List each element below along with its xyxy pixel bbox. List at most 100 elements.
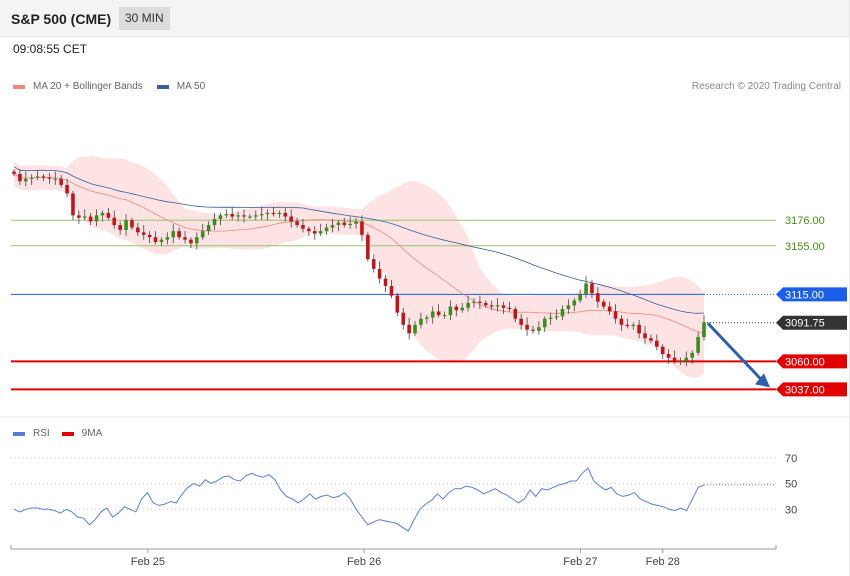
candle	[537, 327, 541, 331]
timeframe-button[interactable]: 30 MIN	[119, 7, 170, 30]
rsi-legend-swatch	[13, 431, 25, 436]
support-label: 3037.00	[785, 384, 825, 396]
candle	[147, 234, 152, 238]
candle	[348, 223, 352, 226]
candle	[118, 225, 122, 230]
candle	[242, 215, 246, 217]
candle	[206, 225, 211, 232]
last-price-tag	[776, 315, 847, 330]
chart-header: S&P 500 (CME) 30 MIN	[0, 0, 850, 37]
candle	[312, 231, 317, 234]
candle	[566, 305, 571, 310]
candle	[425, 317, 429, 319]
candle	[607, 306, 612, 312]
candle	[483, 302, 488, 306]
ma20-legend-swatch	[13, 84, 25, 89]
candle	[383, 278, 388, 286]
candle	[572, 300, 577, 306]
candle	[672, 357, 677, 362]
candle	[519, 318, 523, 325]
candle	[678, 361, 683, 363]
timestamp: 09:08:55 CET	[13, 42, 88, 56]
ma20-legend-label: MA 20 + Bollinger Bands	[33, 81, 143, 92]
candle	[236, 215, 240, 217]
candle	[271, 212, 276, 215]
candle	[71, 193, 75, 216]
resistance-label: 3176.00	[785, 215, 825, 227]
candle	[637, 324, 641, 334]
rsi-tick-label: 30	[785, 504, 797, 516]
x-tick-label: Feb 25	[131, 556, 165, 568]
rsi-legend-label: RSI	[33, 428, 50, 439]
rsi-tick-label: 70	[785, 453, 797, 465]
candle	[88, 216, 93, 222]
candle	[407, 324, 411, 334]
ma50-line	[13, 166, 705, 314]
candle	[454, 306, 459, 311]
candle	[649, 338, 653, 341]
candles	[12, 169, 706, 367]
candle	[153, 237, 158, 243]
candle	[277, 212, 282, 215]
ma20-line	[13, 173, 705, 334]
candle	[684, 357, 689, 362]
candle	[141, 232, 146, 235]
rsi-tick-label: 50	[785, 479, 797, 491]
candle	[489, 305, 494, 307]
candle	[307, 228, 311, 232]
candle	[230, 214, 235, 217]
candle	[466, 302, 470, 308]
candle	[354, 221, 358, 224]
candle	[460, 307, 465, 311]
candle	[584, 283, 588, 295]
pivot-label: 3115.00	[785, 289, 824, 301]
candle	[513, 309, 518, 319]
candle	[183, 237, 187, 240]
forecast-arrow	[706, 322, 764, 382]
candle	[35, 176, 40, 178]
candle	[542, 318, 547, 328]
candle	[690, 352, 695, 358]
candle	[253, 215, 258, 217]
candle	[289, 216, 293, 222]
candle	[124, 220, 128, 230]
candle	[371, 259, 376, 269]
candle	[531, 329, 535, 331]
candle	[165, 237, 170, 240]
candle	[430, 311, 435, 318]
candle	[448, 306, 453, 316]
ma50-legend-swatch	[156, 84, 169, 89]
candle	[631, 324, 636, 327]
candle	[82, 216, 87, 218]
candle	[100, 212, 105, 216]
bollinger-band	[14, 155, 704, 378]
candle	[436, 311, 441, 316]
credit-text: Research © 2020 Trading Central	[691, 81, 841, 92]
candle	[318, 231, 323, 234]
candle	[159, 239, 164, 243]
candle	[171, 231, 176, 238]
candle	[77, 215, 81, 218]
candle	[59, 178, 63, 185]
candle	[53, 178, 58, 180]
candle	[596, 293, 600, 302]
candle	[696, 337, 700, 353]
candle	[442, 315, 447, 317]
candle	[389, 285, 394, 296]
x-tick-label: Feb 26	[347, 556, 381, 568]
candle	[525, 324, 529, 330]
candle	[342, 222, 347, 226]
candle	[195, 237, 199, 244]
candle	[554, 316, 559, 318]
candle	[218, 215, 223, 219]
candle	[501, 305, 506, 308]
last-price-label: 3091.75	[785, 318, 825, 330]
candle	[94, 215, 99, 222]
x-tick-label: Feb 27	[563, 556, 597, 568]
candle	[136, 227, 140, 233]
candle	[643, 333, 647, 339]
candle	[478, 301, 482, 303]
candle	[495, 305, 500, 307]
candle	[560, 309, 565, 317]
